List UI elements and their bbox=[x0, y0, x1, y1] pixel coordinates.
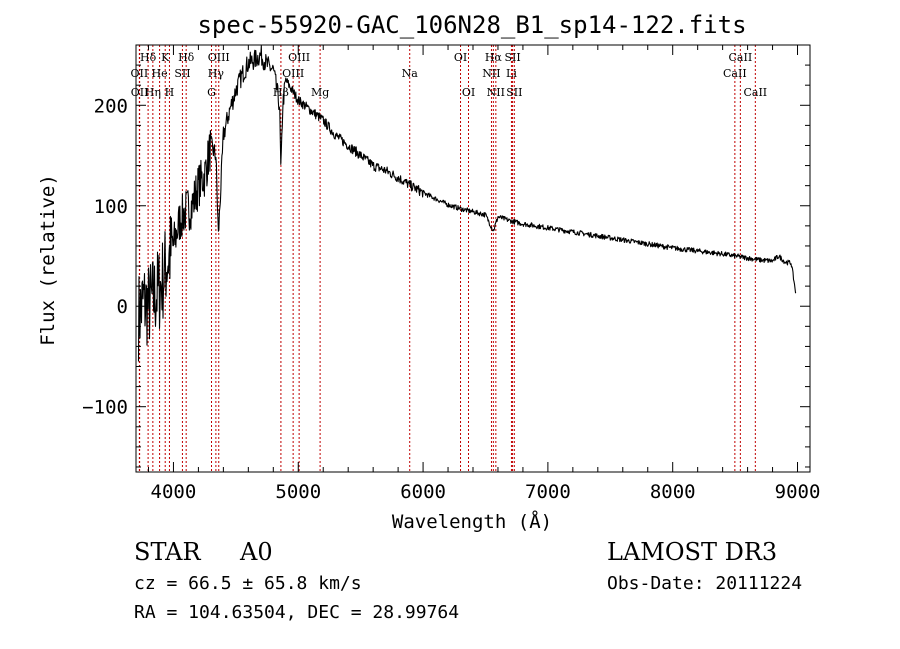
y-tick-label: 100 bbox=[94, 196, 128, 218]
line-label: He bbox=[152, 67, 168, 80]
y-axis-label: Flux (relative) bbox=[37, 174, 59, 346]
line-label: Hη bbox=[145, 86, 161, 99]
line-label: OIII bbox=[288, 51, 310, 64]
chart-title: spec-55920-GAC_106N28_B1_sp14-122.fits bbox=[197, 11, 746, 39]
line-label: Mg bbox=[311, 86, 329, 99]
coordinates: RA = 104.63504, DEC = 28.99764 bbox=[134, 602, 460, 623]
line-label: NII bbox=[487, 86, 505, 99]
line-label: G bbox=[207, 86, 216, 99]
spectrum-line bbox=[137, 45, 797, 362]
line-label: SII bbox=[504, 51, 520, 64]
y-axis: −100 0 100 200 bbox=[82, 44, 810, 468]
line-label: Hγ bbox=[208, 67, 225, 80]
line-label: Hβ bbox=[273, 86, 289, 99]
y-tick-label: 0 bbox=[117, 296, 128, 318]
x-tick-label: 7000 bbox=[525, 481, 571, 503]
spectrum-chart: spec-55920-GAC_106N28_B1_sp14-122.fits 4… bbox=[37, 11, 821, 533]
object-subclass: A0 bbox=[240, 538, 273, 566]
x-tick-label: 9000 bbox=[775, 481, 821, 503]
line-label: CaII bbox=[743, 86, 767, 99]
x-tick-label: 8000 bbox=[650, 481, 696, 503]
plot-frame bbox=[135, 44, 811, 473]
line-label: OII bbox=[131, 67, 149, 80]
line-label: CaII bbox=[723, 67, 747, 80]
line-label: Hδ bbox=[140, 51, 157, 64]
line-label: OIII bbox=[282, 67, 304, 80]
object-class: STAR bbox=[134, 538, 201, 566]
x-tick-label: 4000 bbox=[151, 481, 197, 503]
line-label: NII bbox=[482, 67, 500, 80]
line-markers bbox=[138, 45, 756, 472]
survey-name: LAMOST DR3 bbox=[607, 538, 778, 566]
line-label: Hδ bbox=[178, 51, 195, 64]
y-tick-label: 200 bbox=[94, 95, 128, 117]
line-label: Li bbox=[506, 67, 517, 80]
line-label: CaII bbox=[729, 51, 753, 64]
line-label: K bbox=[161, 51, 170, 64]
x-tick-label: 5000 bbox=[275, 481, 321, 503]
line-label: OI bbox=[462, 86, 475, 99]
x-axis: 4000 5000 6000 7000 8000 9000 bbox=[147, 45, 821, 503]
redshift-velocity: cz = 66.5 ± 65.8 km/s bbox=[134, 573, 362, 594]
line-label: SII bbox=[174, 67, 190, 80]
x-tick-label: 6000 bbox=[400, 481, 446, 503]
line-label: Hα bbox=[485, 51, 503, 64]
x-axis-label: Wavelength (Å) bbox=[392, 510, 552, 533]
line-label: OI bbox=[454, 51, 467, 64]
line-label: SII bbox=[506, 86, 522, 99]
line-label: Na bbox=[402, 67, 419, 80]
line-label: OIII bbox=[208, 51, 230, 64]
line-label: H bbox=[165, 86, 175, 99]
y-tick-label: −100 bbox=[82, 397, 128, 419]
observation-date: Obs-Date: 20111224 bbox=[607, 573, 803, 594]
line-label: OII bbox=[131, 86, 149, 99]
